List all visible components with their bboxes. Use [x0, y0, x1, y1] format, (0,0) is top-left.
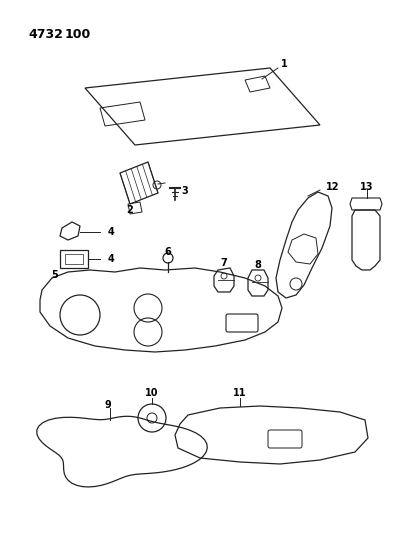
Text: 8: 8	[255, 260, 262, 270]
Text: 100: 100	[65, 28, 91, 41]
Text: 7: 7	[221, 258, 227, 268]
Text: 1: 1	[281, 59, 287, 69]
Text: 10: 10	[145, 388, 159, 398]
Text: 4: 4	[108, 227, 115, 237]
Text: 9: 9	[104, 400, 111, 410]
Bar	[60, 250, 88, 268]
Text: 5: 5	[52, 270, 58, 280]
Text: 4732: 4732	[28, 28, 63, 41]
Text: 4: 4	[108, 254, 115, 264]
Text: 3: 3	[181, 186, 188, 196]
Text: 12: 12	[326, 182, 339, 192]
Text: 13: 13	[360, 182, 374, 192]
Text: 6: 6	[164, 247, 171, 257]
Bar	[65, 254, 83, 264]
Text: 11: 11	[233, 388, 247, 398]
Text: 2: 2	[126, 205, 133, 215]
